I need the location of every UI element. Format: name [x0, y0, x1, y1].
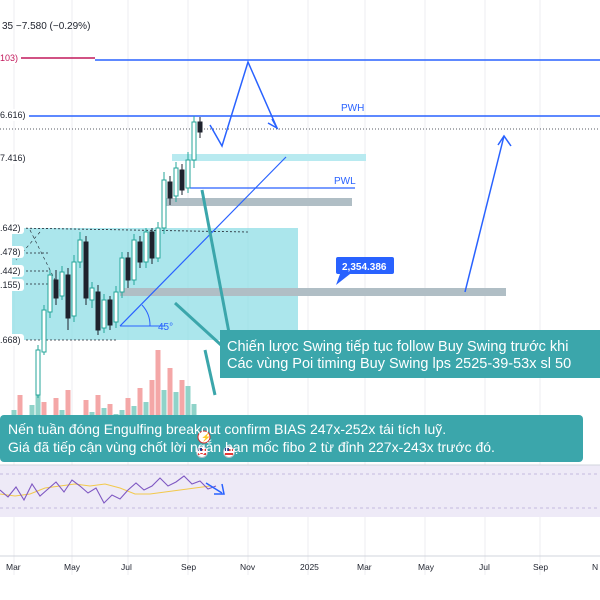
- oscillator-pane: [0, 465, 600, 517]
- price-level-label: 103): [0, 52, 22, 64]
- price-level-label: .668): [0, 334, 24, 346]
- price-level-label: 6.616): [0, 109, 29, 121]
- comment-box-lower[interactable]: [0, 415, 583, 462]
- candle-body: [179, 169, 185, 191]
- time-axis-tick: N: [592, 562, 599, 572]
- time-axis-tick: May: [418, 562, 435, 572]
- oscillator-arrow: [205, 482, 223, 494]
- price-tag[interactable]: 2,354.386: [336, 257, 394, 285]
- poi-zone-gray-1[interactable]: [162, 198, 352, 206]
- candle-body: [161, 179, 167, 229]
- pwl-label: PWL: [334, 176, 356, 187]
- time-axis-tick: Jul: [479, 562, 490, 572]
- price-level-label: 7.416): [0, 152, 29, 164]
- time-axis-tick: Sep: [533, 562, 549, 572]
- candle-body: [95, 291, 101, 331]
- candle-body: [137, 241, 143, 263]
- comment-lower-line2: Giá đã tiếp cận vùng chốt lời ngắn hạn m…: [8, 439, 495, 455]
- svg-text:⚡: ⚡: [201, 432, 211, 442]
- volume-bar: [155, 350, 161, 450]
- pwh-label: PWH: [341, 103, 364, 114]
- time-axis-tick: Mar: [6, 562, 21, 572]
- candle-body: [107, 299, 113, 326]
- candlesticks: [35, 116, 203, 398]
- trendline-45[interactable]: [119, 156, 287, 327]
- time-axis-tick: Mar: [357, 562, 372, 572]
- candle-body: [83, 241, 89, 299]
- candle-body: [131, 239, 137, 281]
- forecast-arrowhead-2: [497, 134, 512, 147]
- time-axis-tick: 2025: [300, 562, 319, 572]
- candle-body: [53, 279, 59, 299]
- oscillator-arrowhead: [214, 483, 225, 495]
- oscillator-rsi: [0, 475, 217, 504]
- candle-body: [149, 231, 155, 259]
- comment-upper-line2: Các vùng Poi timing Buy Swing lps 2525-3…: [227, 356, 572, 372]
- pointer-line-1: [200, 189, 232, 339]
- angle-arc: [141, 304, 151, 327]
- candle-body: [125, 257, 131, 281]
- comment-upper-line1: Chiến lược Swing tiếp tục follow Buy Swi…: [227, 339, 569, 355]
- candle-body: [77, 239, 83, 263]
- time-axis-tick: May: [64, 562, 81, 572]
- flag-us-icon-2[interactable]: [223, 446, 235, 458]
- candle-body: [89, 287, 95, 301]
- event-icon[interactable]: ⚡: [197, 430, 211, 444]
- price-change-readout: 35 −7.580 (−0.29%): [2, 21, 91, 32]
- candle-body: [71, 261, 77, 317]
- candle-body: [35, 349, 41, 396]
- candle-body: [197, 121, 203, 133]
- price-level-label: .478): [0, 246, 24, 258]
- candle-body: [47, 274, 53, 313]
- candle-body: [113, 291, 119, 323]
- forecast-path[interactable]: [209, 59, 278, 148]
- volume-bar: [167, 368, 173, 450]
- comment-box-upper[interactable]: [220, 330, 600, 378]
- price-level-label: .155): [0, 279, 24, 291]
- candle-body: [41, 309, 47, 353]
- candle-body: [65, 274, 71, 319]
- candle-body: [167, 181, 173, 199]
- candle-body: [185, 159, 191, 189]
- time-axis-tick: Nov: [240, 562, 256, 572]
- pointer-line-3: [203, 349, 217, 396]
- candle-body: [143, 231, 149, 263]
- comment-lower-line1: Nến tuần đóng Engulfing breakout confirm…: [8, 421, 447, 437]
- time-axis-tick: Jul: [121, 562, 132, 572]
- candle-body: [101, 299, 107, 329]
- flag-us-icon[interactable]: [196, 446, 208, 458]
- forecast-path-2[interactable]: [464, 135, 505, 293]
- candle-body: [155, 227, 161, 259]
- price-level-label: .442): [0, 265, 24, 277]
- price-tag-label: 2,354.386: [342, 262, 387, 273]
- price-level-label: .642): [0, 222, 24, 234]
- poi-zone-gray-2[interactable]: [120, 288, 506, 296]
- candle-body: [59, 271, 65, 297]
- time-axis-tick: Sep: [181, 562, 197, 572]
- forecast-arrowhead-1: [267, 118, 279, 130]
- oscillator-signal: [0, 483, 211, 497]
- candle-body: [119, 257, 125, 293]
- candle-body: [191, 121, 197, 161]
- poi-zone-cyan[interactable]: [172, 154, 366, 161]
- candle-body: [173, 167, 179, 197]
- angle-label: 45°: [158, 322, 173, 333]
